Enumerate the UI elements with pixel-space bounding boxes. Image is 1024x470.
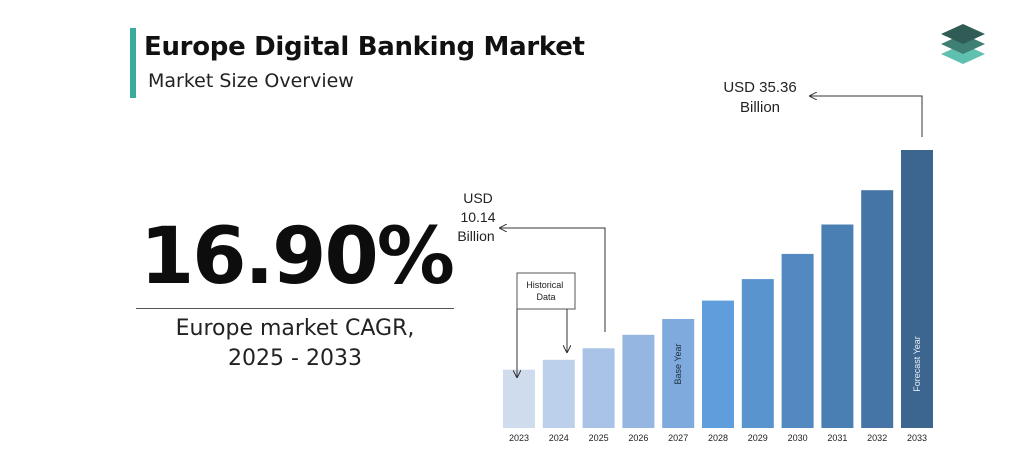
historical-box bbox=[516, 272, 576, 310]
brand-logo-icon bbox=[941, 24, 985, 64]
page-title: Europe Digital Banking Market bbox=[144, 32, 585, 62]
bar-2033 bbox=[901, 150, 933, 428]
x-tick-2024: 2024 bbox=[549, 433, 569, 443]
bar-2029 bbox=[741, 279, 774, 428]
bar-2026 bbox=[622, 334, 655, 428]
bar-label-base-year: Base Year bbox=[673, 343, 683, 384]
page-subtitle: Market Size Overview bbox=[148, 70, 354, 92]
bar-2032 bbox=[861, 190, 894, 428]
cagr-label-line2: 2025 - 2033 bbox=[228, 346, 362, 371]
cagr-label: Europe market CAGR, 2025 - 2033 bbox=[136, 314, 454, 374]
bar-2025 bbox=[582, 348, 615, 428]
bar-2028 bbox=[702, 300, 734, 428]
x-tick-2030: 2030 bbox=[788, 433, 808, 443]
start-value-arrow bbox=[500, 228, 606, 332]
bar-2031 bbox=[821, 224, 854, 428]
x-tick-2025: 2025 bbox=[589, 433, 609, 443]
logo-layer-top bbox=[941, 24, 985, 44]
x-tick-2028: 2028 bbox=[708, 433, 728, 443]
historical-label: Historical Data bbox=[526, 280, 566, 302]
x-tick-2032: 2032 bbox=[867, 433, 887, 443]
bar-label-forecast-year: Forecast Year bbox=[912, 336, 922, 392]
x-tick-2027: 2027 bbox=[668, 433, 688, 443]
cagr-label-line1: Europe market CAGR, bbox=[175, 316, 415, 341]
x-tick-2031: 2031 bbox=[827, 433, 847, 443]
end-value-line2: Billion bbox=[740, 99, 780, 116]
bar-2023 bbox=[503, 369, 535, 428]
start-value-line2: 10.14 bbox=[460, 209, 495, 225]
cagr-value: 16.90% bbox=[140, 212, 455, 302]
x-tick-labels: 2023 2024 2025 2026 2027 2028 2029 2030 2031 2032… bbox=[509, 433, 927, 443]
end-value-arrow bbox=[810, 96, 923, 137]
bar-2027 bbox=[662, 319, 695, 428]
start-value-line3: Billion bbox=[457, 228, 494, 244]
x-tick-2023: 2023 bbox=[509, 433, 529, 443]
x-tick-2029: 2029 bbox=[748, 433, 768, 443]
end-value-line1: USD 35.36 bbox=[723, 79, 796, 96]
bar-2024 bbox=[542, 359, 575, 428]
bars-group bbox=[503, 150, 933, 428]
x-tick-2033: 2033 bbox=[907, 433, 927, 443]
title-accent-bar bbox=[130, 28, 136, 98]
cagr-divider bbox=[136, 308, 454, 309]
bar-2030 bbox=[781, 253, 814, 428]
start-value-line1: USD bbox=[463, 190, 493, 206]
x-tick-2026: 2026 bbox=[628, 433, 648, 443]
in-bar-labels: Base Year Forecast Year bbox=[673, 336, 922, 392]
